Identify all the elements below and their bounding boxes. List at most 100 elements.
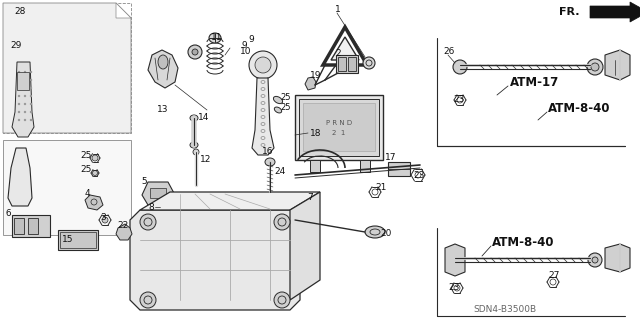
Text: 23: 23: [413, 170, 424, 180]
Ellipse shape: [30, 87, 32, 89]
Bar: [348, 57, 356, 71]
Polygon shape: [605, 244, 630, 272]
Text: 7: 7: [307, 194, 313, 203]
Text: 18: 18: [310, 129, 321, 137]
Bar: [336, 55, 358, 73]
Ellipse shape: [30, 79, 32, 81]
Ellipse shape: [209, 33, 221, 43]
Polygon shape: [148, 50, 178, 88]
Ellipse shape: [18, 95, 20, 97]
Text: 6: 6: [3, 209, 12, 218]
Text: 4: 4: [85, 189, 91, 197]
Ellipse shape: [453, 60, 467, 74]
Ellipse shape: [30, 111, 32, 113]
Text: 2  1: 2 1: [332, 130, 346, 136]
Polygon shape: [8, 148, 32, 206]
Text: SDN4-B3500B: SDN4-B3500B: [474, 306, 536, 315]
Text: 11: 11: [211, 33, 223, 42]
Ellipse shape: [24, 119, 26, 121]
Ellipse shape: [273, 96, 283, 104]
Bar: [360, 160, 370, 172]
Polygon shape: [116, 3, 131, 18]
Bar: [17, 72, 29, 90]
Ellipse shape: [160, 201, 176, 213]
Polygon shape: [140, 192, 320, 210]
Bar: [310, 160, 320, 172]
Text: 24: 24: [274, 167, 285, 176]
Ellipse shape: [363, 57, 375, 69]
Ellipse shape: [24, 111, 26, 113]
Text: 1: 1: [335, 5, 340, 14]
Ellipse shape: [30, 71, 32, 73]
Bar: [12, 215, 50, 237]
Text: ATM-17: ATM-17: [510, 76, 559, 88]
Ellipse shape: [18, 71, 20, 73]
Ellipse shape: [24, 87, 26, 89]
Text: 25: 25: [80, 151, 92, 160]
Ellipse shape: [190, 142, 198, 148]
Polygon shape: [305, 77, 316, 90]
Text: 23: 23: [453, 95, 465, 105]
Ellipse shape: [18, 103, 20, 105]
Text: 21: 21: [375, 183, 387, 192]
Bar: [28, 218, 38, 234]
Bar: [14, 218, 24, 234]
Polygon shape: [142, 182, 175, 205]
Bar: [150, 188, 166, 198]
Text: P R N D: P R N D: [326, 120, 352, 126]
Ellipse shape: [190, 115, 198, 121]
Ellipse shape: [30, 119, 32, 121]
Ellipse shape: [140, 214, 156, 230]
Ellipse shape: [92, 155, 98, 161]
Bar: [338, 57, 346, 71]
Text: 10: 10: [240, 48, 252, 56]
Text: 13: 13: [157, 106, 168, 115]
Text: 28: 28: [14, 8, 26, 17]
Ellipse shape: [158, 55, 168, 69]
Polygon shape: [445, 244, 465, 276]
Text: 22: 22: [117, 220, 128, 229]
Ellipse shape: [265, 158, 275, 166]
Text: 9: 9: [239, 41, 248, 49]
Ellipse shape: [274, 292, 290, 308]
Text: 9: 9: [248, 35, 253, 44]
Text: 26: 26: [443, 48, 454, 56]
Ellipse shape: [18, 87, 20, 89]
Ellipse shape: [587, 59, 603, 75]
Polygon shape: [590, 2, 640, 22]
Ellipse shape: [249, 51, 277, 79]
Ellipse shape: [24, 103, 26, 105]
Polygon shape: [116, 224, 132, 240]
Ellipse shape: [365, 226, 385, 238]
Ellipse shape: [102, 217, 108, 223]
Text: FR.: FR.: [559, 7, 580, 17]
Polygon shape: [605, 50, 630, 80]
Bar: [295, 95, 383, 160]
Text: 16: 16: [262, 147, 273, 157]
Ellipse shape: [24, 79, 26, 81]
Text: 25: 25: [80, 166, 92, 174]
Text: 14: 14: [198, 114, 209, 122]
Ellipse shape: [275, 107, 282, 113]
Ellipse shape: [274, 214, 290, 230]
Ellipse shape: [24, 71, 26, 73]
Bar: [3, 140, 131, 235]
Text: ATM-8-40: ATM-8-40: [492, 235, 554, 249]
Bar: [299, 99, 379, 156]
Bar: [303, 103, 375, 151]
Text: 3: 3: [100, 213, 106, 222]
Text: 17: 17: [385, 153, 397, 162]
Ellipse shape: [18, 79, 20, 81]
Text: 25: 25: [280, 93, 291, 102]
Polygon shape: [3, 3, 131, 133]
Ellipse shape: [30, 103, 32, 105]
Ellipse shape: [140, 292, 156, 308]
Ellipse shape: [18, 119, 20, 121]
Text: ATM-8-40: ATM-8-40: [548, 101, 611, 115]
Text: 2: 2: [335, 48, 341, 57]
Ellipse shape: [30, 95, 32, 97]
Ellipse shape: [24, 95, 26, 97]
Text: 12: 12: [200, 155, 211, 165]
Polygon shape: [12, 62, 34, 137]
Ellipse shape: [93, 170, 97, 175]
